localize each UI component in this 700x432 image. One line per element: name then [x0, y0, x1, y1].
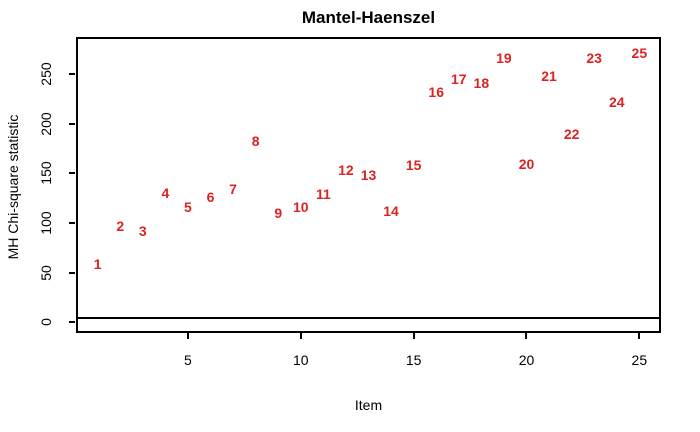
data-point-label: 14 [383, 203, 399, 220]
data-point-label: 21 [541, 68, 557, 85]
x-axis-tick [299, 333, 302, 339]
data-point-label: 22 [563, 125, 580, 142]
y-axis-tick [69, 221, 75, 224]
data-point-label: 3 [138, 222, 147, 239]
x-axis-tick-label: 10 [292, 352, 309, 368]
y-axis-tick-label: 0 [38, 318, 54, 327]
critical-value-line [76, 317, 661, 320]
data-point-label: 2 [116, 217, 125, 234]
y-axis-tick-label: 250 [38, 62, 54, 86]
x-axis-tick-label: 25 [631, 352, 648, 368]
y-axis-tick [69, 172, 75, 175]
data-point-label: 1 [93, 255, 102, 272]
x-axis-tick [186, 333, 189, 339]
y-axis-title: MH Chi-square statistic [5, 114, 21, 260]
x-axis-tick-label: 20 [518, 352, 535, 368]
x-axis-tick [525, 333, 528, 339]
data-point-label: 16 [428, 83, 444, 100]
data-point-label: 24 [608, 93, 625, 110]
y-axis-tick-label: 200 [38, 112, 54, 136]
y-axis-tick-label: 150 [38, 161, 54, 186]
x-axis-tick-label: 15 [405, 352, 422, 368]
data-point-label: 23 [586, 50, 602, 67]
data-point-label: 10 [292, 199, 309, 216]
data-point-label: 25 [631, 45, 648, 62]
y-axis-tick [69, 122, 75, 125]
data-point-label: 12 [338, 162, 354, 179]
y-axis-tick [69, 73, 75, 76]
data-point-label: 11 [315, 186, 331, 203]
data-point-label: 15 [405, 157, 422, 174]
y-axis-tick [69, 271, 75, 274]
x-axis-tick-label: 5 [184, 352, 192, 368]
data-point-label: 6 [206, 189, 215, 206]
data-point-label: 18 [473, 74, 490, 91]
data-point-label: 20 [518, 156, 535, 173]
x-axis-tick [412, 333, 415, 339]
data-point-label: 4 [161, 185, 170, 202]
y-axis-tick-label: 50 [38, 264, 54, 281]
data-point-label: 17 [450, 71, 467, 87]
y-axis-tick [69, 321, 75, 324]
data-point-label: 7 [229, 181, 237, 198]
plot-area-border [76, 37, 661, 333]
y-axis-tick-label: 100 [38, 211, 54, 235]
data-point-label: 19 [496, 50, 512, 67]
data-point-label: 8 [251, 132, 260, 149]
chart-title: Mantel-Haenszel [301, 8, 436, 27]
data-point-label: 9 [274, 205, 283, 222]
data-point-label: 13 [360, 167, 377, 184]
x-axis-title: Item [354, 397, 383, 413]
data-point-label: 5 [184, 199, 192, 216]
x-axis-tick [638, 333, 641, 339]
